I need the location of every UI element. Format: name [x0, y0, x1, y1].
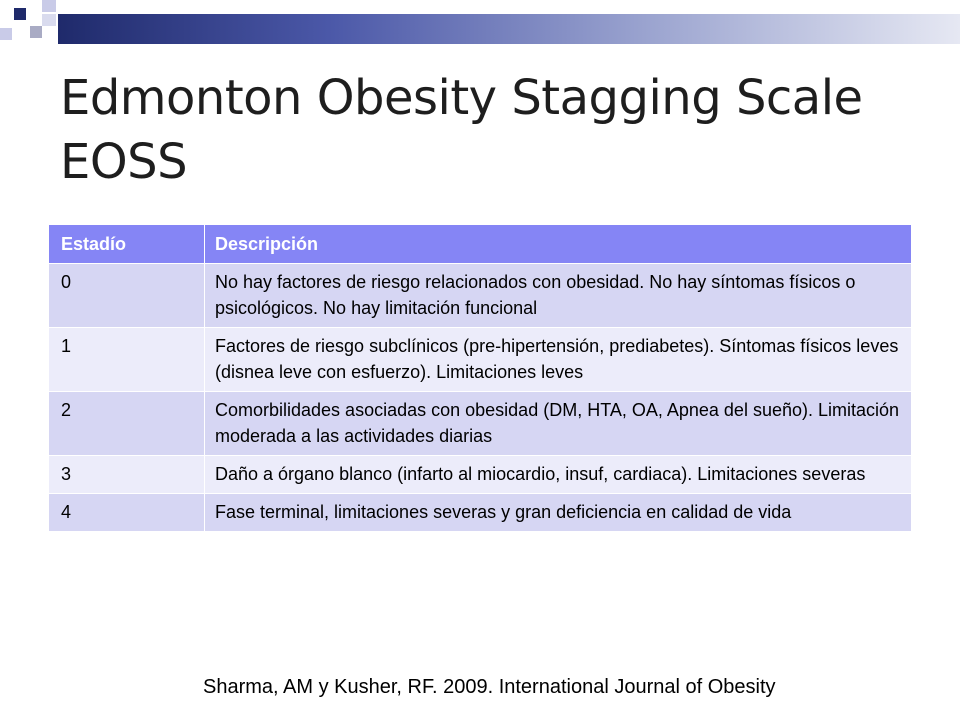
- title-line-2: EOSS: [60, 134, 188, 190]
- stage-cell: 1: [48, 327, 205, 392]
- stage-cell: 0: [48, 263, 205, 328]
- description-cell: No hay factores de riesgo relacionados c…: [204, 263, 912, 328]
- description-cell: Factores de riesgo subclínicos (pre-hipe…: [204, 327, 912, 392]
- header-gradient-bar: [58, 14, 960, 44]
- description-cell: Comorbilidades asociadas con obesidad (D…: [204, 391, 912, 456]
- slide-title: Edmonton Obesity Stagging Scale EOSS: [60, 66, 940, 194]
- table-row: 4 Fase terminal, limitaciones severas y …: [48, 493, 912, 532]
- header-description: Descripción: [204, 224, 912, 264]
- table-row: 0 No hay factores de riesgo relacionados…: [48, 263, 912, 328]
- description-cell: Fase terminal, limitaciones severas y gr…: [204, 493, 912, 532]
- title-line-1: Edmonton Obesity Stagging Scale: [60, 70, 863, 126]
- decor-square-lavender: [42, 0, 56, 12]
- decor-square-lavender: [0, 28, 12, 40]
- table-header-row: Estadío Descripción: [48, 224, 912, 264]
- table-row: 1 Factores de riesgo subclínicos (pre-hi…: [48, 327, 912, 392]
- decor-square-gray: [30, 26, 42, 38]
- header-stage: Estadío: [48, 224, 205, 264]
- eoss-table: Estadío Descripción 0 No hay factores de…: [48, 224, 912, 532]
- citation: Sharma, AM y Kusher, RF. 2009. Internati…: [203, 676, 776, 698]
- stage-cell: 3: [48, 455, 205, 494]
- stage-cell: 4: [48, 493, 205, 532]
- decorative-squares: [0, 0, 80, 60]
- decor-square-navy: [14, 8, 26, 20]
- description-cell: Daño a órgano blanco (infarto al miocard…: [204, 455, 912, 494]
- decor-square-light: [42, 14, 56, 26]
- table-row: 2 Comorbilidades asociadas con obesidad …: [48, 391, 912, 456]
- table-row: 3 Daño a órgano blanco (infarto al mioca…: [48, 455, 912, 494]
- stage-cell: 2: [48, 391, 205, 456]
